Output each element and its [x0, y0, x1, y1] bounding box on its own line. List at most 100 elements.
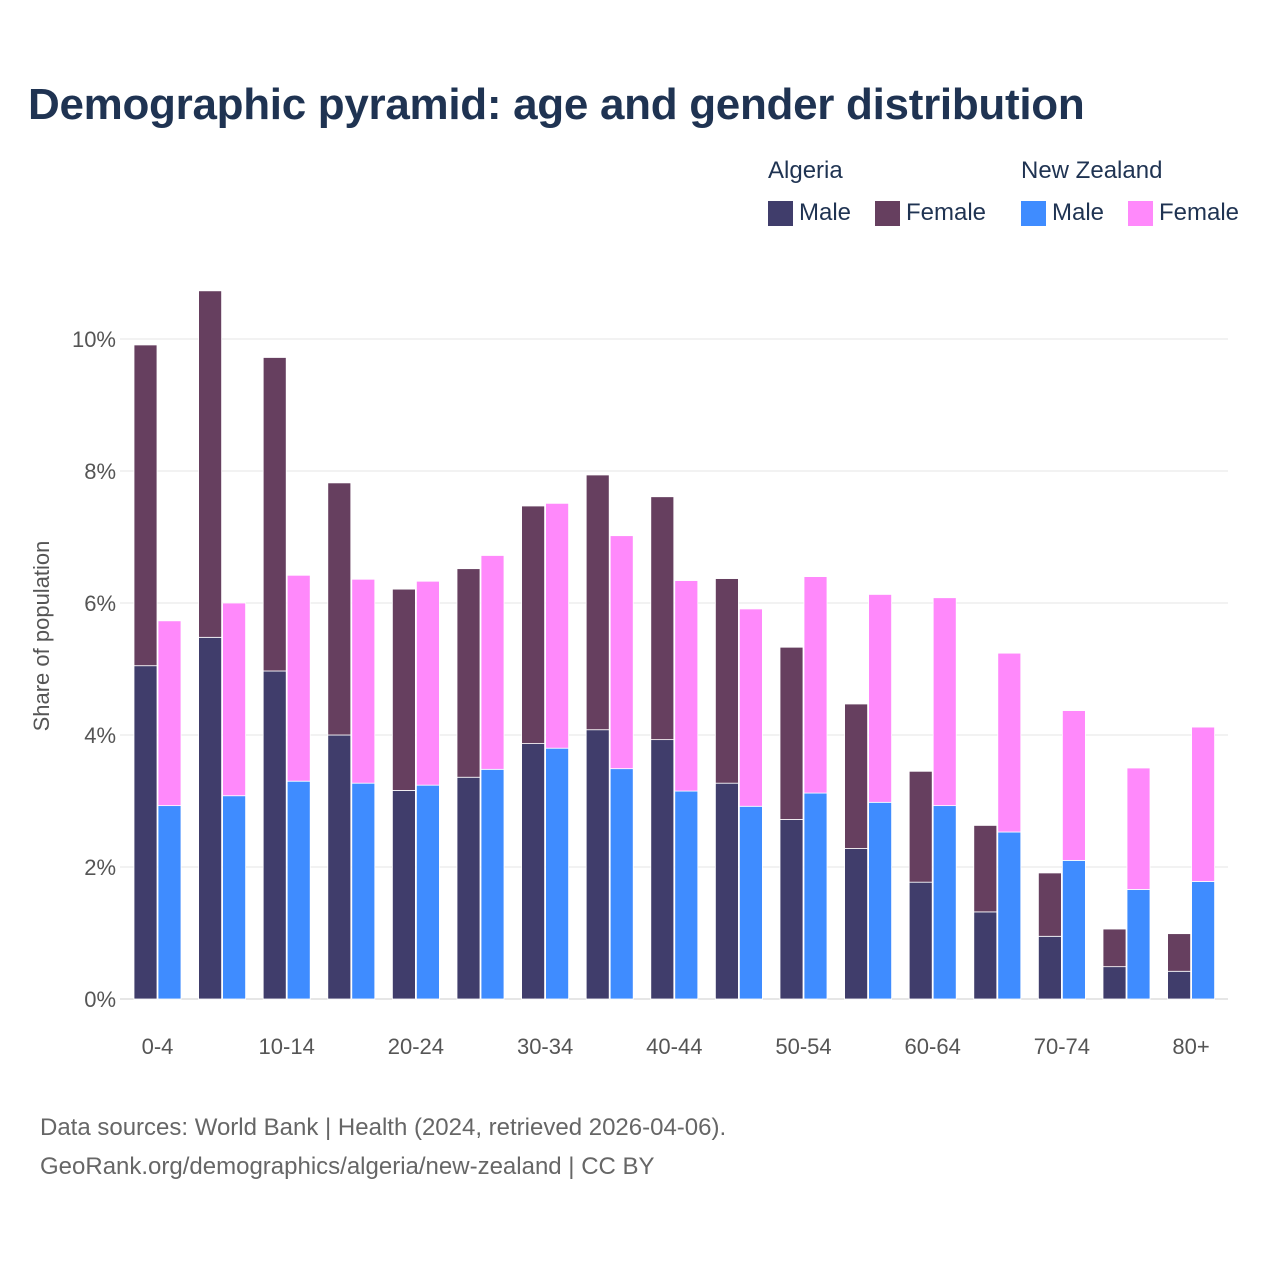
y-tick-label-6: 6% [84, 591, 116, 616]
bar-algeria-female-35-39 [585, 474, 610, 731]
legend-swatch-new-zealand-female [1128, 200, 1153, 226]
bar-algeria-female-20-24 [391, 588, 416, 791]
bar-algeria-female-40-44 [650, 496, 675, 741]
bar-new-zealand-female-50-54 [803, 576, 828, 794]
bar-new-zealand-male-15-19 [351, 782, 376, 1000]
bar-new-zealand-male-70-74 [1062, 860, 1086, 1000]
bar-algeria-male-25-29 [456, 776, 481, 1000]
y-tick-label-2: 2% [84, 855, 116, 880]
bar-algeria-male-60-64 [908, 881, 933, 1000]
legend-item-new-zealand-male[interactable]: Male [1021, 199, 1104, 227]
bar-algeria-male-30-34 [521, 743, 545, 1000]
bar-algeria-female-80+ [1167, 933, 1191, 972]
legend-item-algeria-male[interactable]: Male [768, 199, 851, 227]
bar-new-zealand-male-25-29 [480, 768, 505, 1000]
bar-algeria-female-0-4 [133, 344, 158, 667]
bar-new-zealand-female-0-4 [157, 620, 182, 807]
bar-algeria-male-50-54 [779, 819, 804, 1000]
bar-algeria-female-10-14 [262, 357, 287, 672]
bar-algeria-female-60-64 [908, 770, 933, 883]
x-tick-label-60-64: 60-64 [905, 1034, 961, 1059]
legend-label-new-zealand-male: Male [1052, 199, 1105, 226]
legend-swatch-algeria-male [768, 200, 793, 226]
bar-algeria-male-20-24 [391, 790, 416, 1000]
bar-new-zealand-male-60-64 [932, 805, 957, 1000]
bar-algeria-male-65-69 [973, 911, 998, 1000]
bar-new-zealand-female-70-74 [1062, 710, 1086, 861]
footer-url: GeoRank.org/demographics/algeria/new-zea… [40, 1153, 655, 1180]
chart-title: Demographic pyramid: age and gender dist… [28, 80, 1085, 129]
x-tick-label-0-4: 0-4 [142, 1034, 174, 1059]
bar-new-zealand-male-80+ [1191, 881, 1215, 1000]
bar-algeria-female-55-59 [844, 703, 868, 849]
bar-new-zealand-female-55-59 [868, 594, 892, 803]
bar-algeria-male-80+ [1167, 970, 1191, 1000]
x-axis-ticks: 0-4 10-14 20-24 30-34 40-44 50-54 60-64 70-74 80… [142, 1034, 1210, 1059]
bar-new-zealand-female-30-34 [545, 502, 569, 749]
bar-algeria-female-5-9 [198, 290, 223, 638]
y-axis-ticks: 0% 2% 4% 6% 8% 10% [72, 327, 116, 1012]
bar-algeria-male-45-49 [715, 782, 739, 1000]
bar-algeria-female-45-49 [715, 578, 739, 784]
bar-new-zealand-female-25-29 [480, 555, 505, 770]
bar-new-zealand-female-15-19 [351, 578, 376, 784]
bar-new-zealand-male-65-69 [997, 831, 1022, 1000]
bar-algeria-female-30-34 [521, 505, 545, 744]
bar-new-zealand-male-50-54 [803, 792, 828, 1000]
x-tick-label-10-14: 10-14 [259, 1034, 315, 1059]
bar-new-zealand-female-35-39 [609, 535, 634, 770]
x-tick-label-80+: 80+ [1172, 1034, 1209, 1059]
bar-new-zealand-male-30-34 [545, 747, 569, 1000]
bar-algeria-female-75-79 [1102, 928, 1127, 968]
bar-new-zealand-male-35-39 [609, 768, 634, 1000]
y-tick-label-8: 8% [84, 459, 116, 484]
bar-algeria-female-15-19 [327, 482, 352, 736]
legend-label-new-zealand-female: Female [1159, 199, 1240, 226]
bar-new-zealand-male-40-44 [674, 790, 699, 1000]
bar-new-zealand-male-75-79 [1126, 889, 1151, 1000]
bar-new-zealand-male-55-59 [868, 801, 892, 1000]
bar-new-zealand-male-10-14 [286, 780, 311, 1000]
bar-algeria-male-55-59 [844, 848, 868, 1000]
x-tick-label-20-24: 20-24 [388, 1034, 444, 1059]
bar-new-zealand-male-5-9 [222, 795, 247, 1000]
bar-new-zealand-female-75-79 [1126, 767, 1151, 890]
legend-label-algeria-male: Male [799, 199, 852, 226]
bar-algeria-male-35-39 [585, 729, 610, 1000]
bar-algeria-female-50-54 [779, 646, 804, 820]
y-tick-label-4: 4% [84, 723, 116, 748]
bar-new-zealand-female-65-69 [997, 652, 1022, 833]
bar-new-zealand-female-45-49 [739, 608, 763, 807]
bar-algeria-male-75-79 [1102, 966, 1127, 1000]
bar-algeria-male-0-4 [133, 665, 158, 1000]
x-tick-label-70-74: 70-74 [1034, 1034, 1090, 1059]
bars [133, 290, 1215, 1000]
bar-algeria-male-5-9 [198, 636, 223, 1000]
bar-algeria-male-15-19 [327, 734, 352, 1000]
bar-new-zealand-female-20-24 [415, 580, 440, 786]
bar-algeria-male-10-14 [262, 670, 287, 1000]
y-tick-label-10: 10% [72, 327, 116, 352]
bar-algeria-male-40-44 [650, 739, 675, 1000]
bar-new-zealand-female-10-14 [286, 574, 311, 782]
legend-group-title-new-zealand: New Zealand [1021, 157, 1163, 184]
x-tick-label-50-54: 50-54 [775, 1034, 831, 1059]
legend-item-new-zealand-female[interactable]: Female [1128, 199, 1239, 227]
bar-new-zealand-female-80+ [1191, 726, 1215, 882]
bar-new-zealand-female-60-64 [932, 597, 957, 807]
bar-algeria-male-70-74 [1038, 935, 1062, 1000]
x-tick-label-30-34: 30-34 [517, 1034, 573, 1059]
x-tick-label-40-44: 40-44 [646, 1034, 702, 1059]
bar-algeria-female-65-69 [973, 825, 998, 913]
footer-sources: Data sources: World Bank | Health (2024,… [40, 1114, 727, 1141]
bar-new-zealand-male-20-24 [415, 784, 440, 1000]
legend-label-algeria-female: Female [906, 199, 987, 226]
bar-new-zealand-female-5-9 [222, 602, 247, 797]
legend-item-algeria-female[interactable]: Female [875, 199, 986, 227]
y-tick-label-0: 0% [84, 987, 116, 1012]
legend-swatch-algeria-female [875, 200, 900, 226]
legend-swatch-new-zealand-male [1021, 200, 1046, 226]
bar-new-zealand-male-45-49 [739, 805, 763, 1000]
bar-new-zealand-female-40-44 [674, 580, 699, 792]
